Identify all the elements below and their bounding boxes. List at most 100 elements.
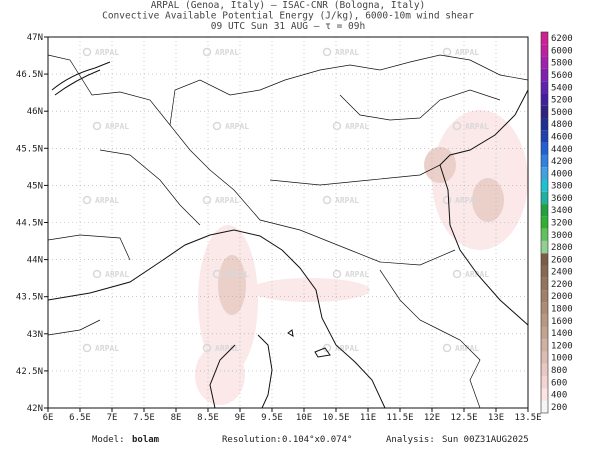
watermark: ARPAL [465, 122, 489, 131]
header: ARPAL (Genoa, Italy) – ISAC-CNR (Bologna… [102, 0, 474, 32]
colorbar-swatch [541, 56, 548, 69]
colorbar-label: 5600 [551, 71, 573, 81]
map-border [47, 36, 529, 409]
colorbar-label: 200 [551, 403, 567, 413]
colorbar-label: 3600 [551, 194, 573, 204]
colorbar-swatch [541, 339, 548, 352]
colorbar-label: 6200 [551, 34, 573, 44]
lat-label: 43N [27, 330, 43, 340]
watermark: ARPAL [105, 122, 129, 131]
lat-label: 44N [27, 256, 43, 266]
watermark-icon [92, 269, 102, 279]
grid [48, 37, 528, 408]
footer-model-label: Model: [92, 435, 125, 445]
watermark: ARPAL [105, 270, 129, 279]
colorbar-swatch [541, 81, 548, 94]
watermark: ARPAL [335, 344, 359, 353]
watermark-icon [452, 121, 462, 131]
watermark: ARPAL [95, 48, 119, 57]
colorbar-swatch [541, 93, 548, 106]
colorbar-label: 600 [551, 378, 567, 388]
watermark-icon [212, 121, 222, 131]
watermark: ARPAL [95, 344, 119, 353]
colorbar-label: 3800 [551, 182, 573, 192]
watermark-icon [442, 343, 452, 353]
watermark-icon [202, 47, 212, 57]
watermark-icon [452, 269, 462, 279]
footer: Model: bolam Resolution: 0.104°x0.074° Analy… [92, 435, 529, 445]
footer-model: bolam [132, 435, 160, 445]
watermark-icon [442, 47, 452, 57]
colorbar-label: 800 [551, 366, 567, 376]
colorbar-label: 1400 [551, 329, 573, 339]
colorbar-label: 1000 [551, 354, 573, 364]
lat-label: 45N [27, 181, 43, 191]
watermark: ARPAL [455, 344, 479, 353]
watermark-icon [322, 195, 332, 205]
colorbar-label: 5400 [551, 83, 573, 93]
lon-label: 7E [107, 413, 118, 423]
watermark-icon [202, 195, 212, 205]
colorbar-swatch [541, 105, 548, 119]
colorbar-label: 4600 [551, 132, 573, 142]
lat-label: 42N [27, 404, 43, 414]
watermark: ARPAL [335, 48, 359, 57]
colorbar-swatch [541, 376, 548, 389]
watermark-icon [92, 121, 102, 131]
watermark: ARPAL [345, 122, 369, 131]
watermark: ARPAL [215, 344, 239, 353]
colorbar-label: 3400 [551, 206, 573, 216]
borders [47, 54, 529, 409]
colorbar-label: 400 [551, 391, 567, 401]
colorbar-swatch [541, 204, 548, 217]
watermark-icon [322, 47, 332, 57]
footer-resolution-label: Resolution: [222, 435, 282, 445]
colorbar-label: 5000 [551, 108, 573, 118]
colorbar-swatch [541, 118, 548, 131]
colorbar-swatch [541, 302, 548, 315]
lon-label: 13E [488, 413, 504, 423]
colorbar-label: 2400 [551, 268, 573, 278]
colorbar-label: 1800 [551, 305, 573, 315]
colorbar-swatch [541, 277, 548, 291]
colorbar-label: 2200 [551, 280, 573, 290]
lon-label: 9E [235, 413, 246, 423]
colorbar-swatch [541, 130, 548, 143]
header-line: ARPAL (Genoa, Italy) – ISAC-CNR (Bologna… [151, 0, 426, 11]
colorbar-label: 5200 [551, 96, 573, 106]
lon-label: 10.5E [322, 413, 349, 423]
lon-label: 8E [171, 413, 182, 423]
colorbar-label: 5800 [551, 59, 573, 69]
watermark-icon [82, 195, 92, 205]
watermark: ARPAL [225, 122, 249, 131]
watermark-icon [82, 47, 92, 57]
watermark: ARPAL [455, 48, 479, 57]
colorbar-swatch [541, 191, 548, 205]
colorbar-swatch [541, 216, 548, 229]
lon-label: 11.5E [386, 413, 413, 423]
colorbar-swatch [541, 290, 548, 303]
lat-label: 44.5N [16, 219, 43, 229]
lat-label: 43.5N [16, 293, 43, 303]
colorbar-swatch [541, 400, 548, 413]
colorbar-label: 3000 [551, 231, 573, 241]
colorbar-label: 4200 [551, 157, 573, 167]
axes: 6E 6.5E 7E 7.5E 8E 8.5E 9E 9.5E 10E 10.5E 11E 11.5E… [16, 33, 542, 423]
lon-label: 12E [424, 413, 440, 423]
lat-label: 42.5N [16, 367, 43, 377]
colorbar-swatch [541, 44, 548, 57]
lon-label: 12.5E [450, 413, 477, 423]
lat-label: 46.5N [16, 70, 43, 80]
watermark: ARPAL [345, 270, 369, 279]
colorbar-label: 2600 [551, 255, 573, 265]
watermark: ARPAL [215, 196, 239, 205]
colorbar: 200 400 600 800 1000 1200 1400 1600 1800 2000 2200… [540, 31, 573, 414]
lon-label: 6.5E [69, 413, 91, 423]
watermark-icon [332, 269, 342, 279]
watermark: ARPAL [335, 196, 359, 205]
colorbar-swatch [541, 363, 548, 377]
colorbar-swatch [541, 32, 548, 45]
colorbar-swatch [541, 179, 548, 192]
lon-label: 13.5E [514, 413, 541, 423]
colorbar-swatch [541, 228, 548, 241]
